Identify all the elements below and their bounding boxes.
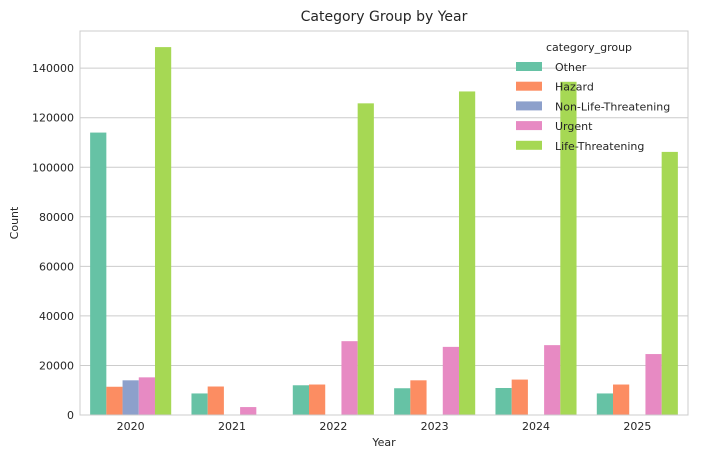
chart-title: Category Group by Year	[301, 9, 468, 25]
legend-swatch	[516, 101, 542, 111]
y-tick-label: 40000	[39, 310, 74, 323]
y-tick-label: 120000	[32, 112, 74, 125]
bar	[661, 151, 678, 415]
y-tick-label: 20000	[39, 359, 74, 372]
bar	[309, 384, 326, 415]
bar	[394, 388, 411, 415]
y-tick-label: 0	[67, 409, 74, 422]
gridlines	[80, 67, 688, 416]
legend-swatch	[516, 81, 542, 91]
y-tick-label: 100000	[32, 161, 74, 174]
bar	[410, 380, 427, 415]
bars	[90, 47, 678, 416]
x-tick-label: 2024	[522, 420, 550, 433]
bar	[122, 380, 139, 415]
bar	[613, 384, 630, 415]
legend-title: category_group	[546, 41, 632, 54]
bar	[560, 81, 577, 415]
legend-swatch	[516, 121, 542, 131]
bar	[191, 393, 208, 415]
bar	[292, 385, 310, 415]
bar	[341, 341, 358, 415]
y-ticks: 0 20000 40000 60000 80000 100000 120000 140000	[32, 62, 74, 422]
legend-label: Hazard	[555, 81, 594, 94]
x-tick-label: 2022	[319, 420, 347, 433]
bar	[207, 386, 224, 415]
x-tick-label: 2021	[218, 420, 246, 433]
bar	[240, 407, 257, 415]
x-tick-label: 2025	[623, 420, 651, 433]
bar	[357, 103, 374, 416]
bar	[154, 47, 172, 416]
legend: category_group Other Hazard Non-Life-Threa…	[516, 41, 670, 153]
legend-label: Life-Threatening	[555, 140, 644, 153]
y-axis-label: Count	[8, 206, 21, 239]
bar	[596, 393, 614, 415]
legend-label: Non-Life-Threatening	[555, 100, 670, 113]
legend-swatch	[516, 140, 542, 150]
x-tick-label: 2023	[421, 420, 449, 433]
y-tick-label: 80000	[39, 211, 74, 224]
bar	[442, 346, 459, 415]
bar	[138, 377, 155, 415]
x-axis-label: Year	[371, 436, 396, 449]
y-tick-label: 60000	[39, 260, 74, 273]
bar	[511, 379, 528, 415]
x-tick-label: 2020	[117, 420, 145, 433]
bar	[544, 345, 561, 415]
bar	[90, 132, 107, 415]
bar	[458, 91, 476, 415]
bar	[645, 354, 662, 415]
legend-swatch	[516, 62, 542, 71]
y-tick-label: 140000	[32, 62, 74, 75]
plot-frame	[79, 30, 689, 416]
legend-label: Urgent	[555, 120, 593, 133]
x-ticks: 2020 2021 2022 2023 2024 2025	[117, 420, 652, 433]
bar	[106, 386, 123, 415]
legend-label: Other	[555, 61, 587, 74]
bar	[495, 387, 512, 415]
